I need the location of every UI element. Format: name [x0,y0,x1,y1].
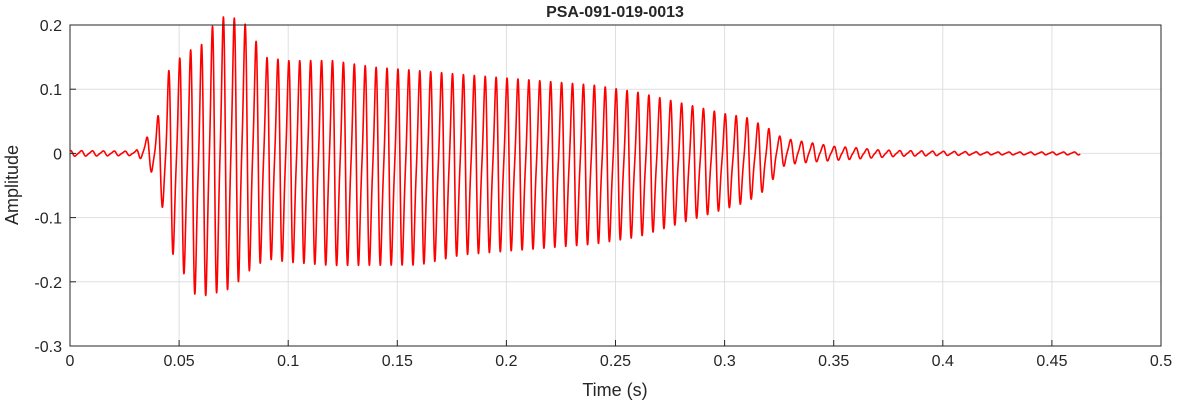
chart-title: PSA-091-019-0013 [546,4,684,21]
x-tick-label: 0.5 [1150,353,1172,370]
y-tick-label: -0.1 [34,211,62,228]
x-tick-label: 0.05 [164,353,195,370]
x-tick-label: 0.45 [1036,353,1067,370]
x-tick-label: 0.4 [932,353,954,370]
x-tick-label: 0.2 [495,353,517,370]
x-tick-label: 0.25 [600,353,631,370]
y-tick-label: -0.2 [34,275,62,292]
y-tick-label: -0.3 [34,339,62,356]
x-tick-label: 0.1 [277,353,299,370]
y-axis-label: Amplitude [2,145,22,225]
tick-layer: 0 0.05 0.1 0.15 0.2 0.25 0.3 0.35 0.4 0.45 0.5 -0.3… [34,18,1172,370]
series-layer [69,16,1081,297]
x-axis-label: Time (s) [582,380,647,400]
x-tick-label: 0 [66,353,75,370]
y-tick-label: 0.1 [40,82,62,99]
x-tick-label: 0.15 [382,353,413,370]
x-tick-label: 0.35 [818,353,849,370]
x-tick-label: 0.3 [713,353,735,370]
series-line [69,16,1081,297]
y-tick-label: 0.2 [40,18,62,35]
y-tick-label: 0 [53,146,62,163]
